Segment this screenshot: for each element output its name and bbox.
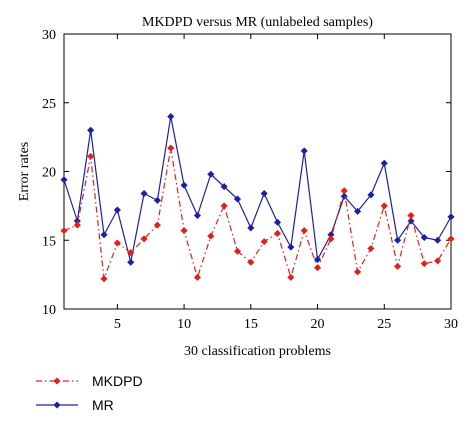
- legend-item-mkdpd: MKDPD: [36, 373, 143, 389]
- legend-item-mr: MR: [36, 397, 114, 413]
- x-tick-label: 20: [311, 317, 325, 332]
- legend: MKDPD MR: [36, 373, 143, 413]
- data-point-mkdpd: [380, 202, 388, 210]
- data-point-mkdpd: [193, 273, 202, 282]
- data-point-mkdpd: [73, 221, 81, 229]
- series-mkdpd: [60, 144, 455, 283]
- legend-marker-mkdpd: [53, 377, 61, 385]
- data-point-mr: [113, 206, 122, 214]
- axis-ticks: 5 10 15 20 25 30 10 15 20 25 30: [42, 28, 458, 332]
- series-line-mr: [63, 115, 452, 263]
- data-point-mkdpd: [434, 257, 442, 265]
- series-mr: [60, 112, 455, 266]
- data-point-mkdpd: [353, 268, 362, 276]
- data-point-mr: [60, 176, 68, 184]
- data-point-mkdpd: [393, 262, 402, 271]
- y-tick-label: 20: [42, 166, 56, 181]
- y-tick-label: 10: [42, 303, 56, 318]
- data-point-mr: [434, 236, 442, 244]
- data-point-mr: [380, 159, 388, 167]
- data-point-mr: [193, 211, 202, 220]
- data-point-mr: [353, 207, 362, 216]
- data-point-mr: [367, 191, 375, 199]
- data-point-mkdpd: [207, 232, 215, 240]
- y-tick-label: 25: [42, 97, 56, 112]
- data-point-mkdpd: [367, 244, 375, 253]
- x-tick-label: 25: [377, 317, 391, 332]
- data-point-mkdpd: [447, 235, 455, 243]
- data-point-mr: [153, 196, 162, 205]
- data-point-mkdpd: [287, 273, 295, 282]
- data-point-mkdpd: [100, 275, 108, 283]
- data-point-mkdpd: [220, 202, 228, 210]
- x-tick-label: 15: [244, 317, 258, 332]
- data-point-mkdpd: [313, 264, 322, 272]
- data-point-mkdpd: [300, 226, 308, 235]
- data-point-mr: [300, 147, 308, 155]
- chart-title: MKDPD versus MR (unlabeled samples): [142, 15, 373, 30]
- data-point-mr: [127, 258, 135, 266]
- data-point-mr: [287, 243, 295, 251]
- series-line-mkdpd: [63, 147, 452, 280]
- data-point-mkdpd: [260, 237, 268, 246]
- data-point-mr: [180, 181, 188, 189]
- series-layer: [60, 112, 455, 283]
- x-tick-label: 30: [444, 317, 458, 332]
- data-point-mr: [100, 231, 108, 239]
- data-point-mkdpd: [247, 258, 255, 266]
- data-point-mr: [273, 218, 282, 227]
- data-point-mkdpd: [60, 226, 68, 235]
- data-point-mkdpd: [420, 259, 428, 268]
- data-point-mr: [167, 112, 175, 121]
- y-tick-label: 30: [42, 28, 56, 43]
- data-point-mkdpd: [407, 211, 415, 220]
- legend-label-mr: MR: [92, 397, 114, 413]
- data-point-mr: [207, 170, 215, 178]
- data-point-mr: [247, 224, 255, 232]
- x-axis-label: 30 classification problems: [184, 344, 331, 359]
- x-tick-label: 5: [114, 317, 121, 332]
- data-point-mkdpd: [127, 248, 135, 257]
- data-point-mkdpd: [273, 229, 282, 238]
- y-tick-label: 15: [42, 234, 56, 249]
- data-point-mr: [313, 255, 322, 264]
- data-point-mkdpd: [87, 152, 95, 161]
- data-point-mr: [140, 189, 148, 198]
- data-point-mr: [260, 189, 268, 198]
- legend-marker-mr: [53, 401, 61, 409]
- data-point-mkdpd: [113, 239, 122, 247]
- data-point-mkdpd: [180, 226, 188, 235]
- data-point-mr: [447, 213, 455, 221]
- data-point-mr: [87, 126, 95, 134]
- data-point-mkdpd: [140, 235, 148, 243]
- data-point-mr: [420, 233, 428, 242]
- legend-label-mkdpd: MKDPD: [92, 373, 143, 389]
- data-point-mkdpd: [327, 235, 335, 243]
- data-point-mr: [233, 195, 242, 203]
- x-tick-label: 10: [177, 317, 191, 332]
- data-point-mkdpd: [167, 144, 175, 152]
- y-axis-label: Error rates: [17, 142, 32, 201]
- plot-area-frame: [63, 33, 452, 310]
- data-point-mkdpd: [340, 187, 348, 195]
- data-point-mr: [340, 192, 348, 200]
- data-point-mr: [393, 236, 402, 244]
- data-point-mkdpd: [233, 247, 242, 255]
- data-point-mr: [220, 182, 228, 191]
- data-point-mkdpd: [153, 221, 162, 229]
